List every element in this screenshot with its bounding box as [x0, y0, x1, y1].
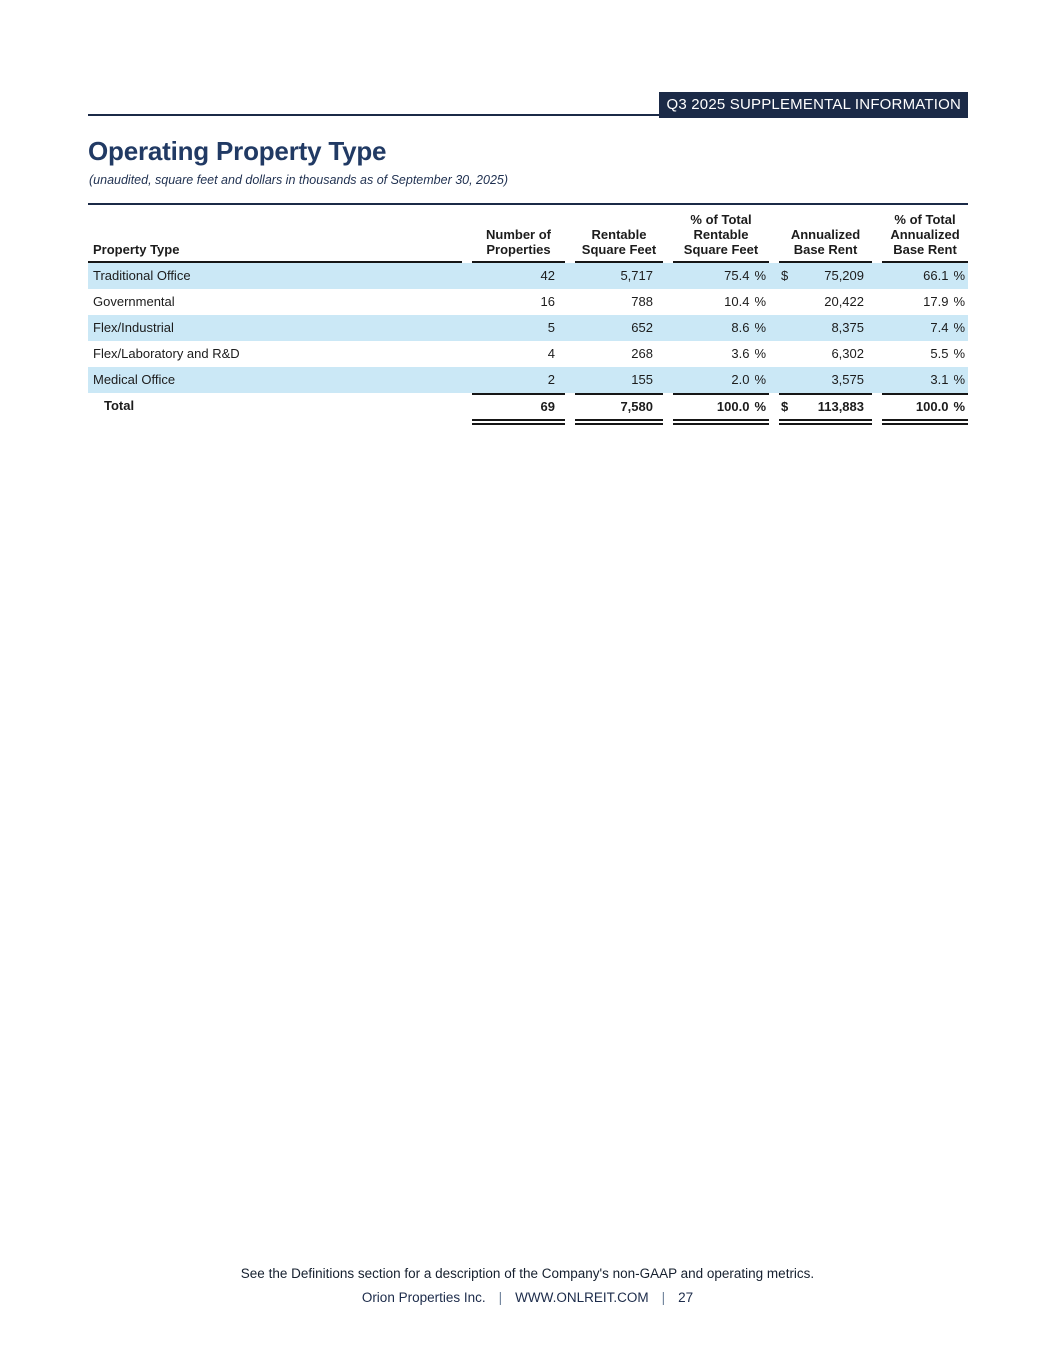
cell-number-of-properties: 69 — [472, 393, 565, 425]
table-total-row: Total 69 7,580 100.0% $113,883 100.0% — [88, 393, 968, 425]
cell-property-type: Flex/Industrial — [93, 320, 174, 335]
pct-value: 100.0 — [716, 399, 750, 414]
footer-page-number: 27 — [678, 1290, 694, 1305]
col-header-pct-total-rentable-square-feet: % of Total Rentable Square Feet — [673, 212, 769, 263]
cell-property-type: Traditional Office — [93, 268, 191, 283]
pct-value: 75.4 — [724, 268, 750, 283]
percent-sign: % — [754, 399, 766, 414]
cell-pct-annualized-base-rent: 7.4% — [882, 315, 968, 341]
abr-value: 113,883 — [817, 399, 864, 414]
pct-value: 66.1 — [923, 268, 949, 283]
cell-pct-annualized-base-rent: 17.9% — [882, 289, 968, 315]
col-header-pct-total-annualized-base-rent: % of Total Annualized Base Rent — [882, 212, 968, 263]
table-row: Governmental 16 788 10.4% 20,422 17.9% — [88, 289, 968, 315]
dollar-sign: $ — [781, 268, 789, 283]
table-header: Property Type Number of Properties Rentab… — [88, 205, 968, 263]
cell-rentable-square-feet: 652 — [631, 320, 653, 335]
percent-sign: % — [953, 320, 965, 335]
cell-annualized-base-rent: $113,883 — [779, 393, 872, 425]
percent-sign: % — [754, 294, 766, 309]
cell-rentable-square-feet: 788 — [631, 294, 653, 309]
cell-number-of-properties: 42 — [540, 268, 555, 283]
pct-value: 17.9 — [923, 294, 949, 309]
col-header-number-of-properties: Number of Properties — [472, 227, 565, 263]
cell-pct-rentable-square-feet: 75.4% — [673, 263, 769, 289]
pct-value: 3.6 — [731, 346, 750, 361]
cell-pct-rentable-square-feet: 8.6% — [673, 315, 769, 341]
cell-property-type: Governmental — [93, 294, 175, 309]
page-title: Operating Property Type — [88, 136, 387, 166]
footer-separator: | — [498, 1290, 503, 1305]
page-subtitle: (unaudited, square feet and dollars in t… — [89, 173, 509, 187]
cell-pct-rentable-square-feet: 3.6% — [673, 341, 769, 367]
abr-value: 20,422 — [824, 294, 864, 309]
col-header-property-type: Property Type — [88, 242, 462, 263]
pct-value: 10.4 — [724, 294, 750, 309]
cell-pct-annualized-base-rent: 66.1% — [882, 263, 968, 289]
col-header-rentable-square-feet: Rentable Square Feet — [575, 227, 663, 263]
cell-pct-rentable-square-feet: 2.0% — [673, 367, 769, 393]
cell-property-type: Medical Office — [93, 372, 176, 387]
cell-rentable-square-feet: 7,580 — [575, 393, 663, 425]
footer-separator: | — [661, 1290, 666, 1305]
percent-sign: % — [754, 346, 766, 361]
cell-annualized-base-rent: $75,209 — [779, 263, 872, 289]
abr-value: 75,209 — [824, 268, 864, 283]
pct-value: 8.6 — [731, 320, 750, 335]
percent-sign: % — [953, 294, 965, 309]
percent-sign: % — [754, 268, 766, 283]
percent-sign: % — [953, 268, 965, 283]
cell-property-type: Flex/Laboratory and R&D — [93, 346, 240, 361]
definitions-note: See the Definitions section for a descri… — [240, 1266, 815, 1281]
cell-pct-annualized-base-rent: 3.1% — [882, 367, 968, 393]
percent-sign: % — [953, 346, 965, 361]
cell-annualized-base-rent: 3,575 — [779, 367, 872, 393]
operating-property-type-table: Property Type Number of Properties Rentab… — [88, 203, 968, 425]
cell-rentable-square-feet: 5,717 — [620, 268, 653, 283]
table-row: Medical Office 2 155 2.0% 3,575 3.1% — [88, 367, 968, 393]
pct-value: 100.0 — [915, 399, 949, 414]
cell-total-label: Total — [104, 398, 135, 413]
table-row: Flex/Industrial 5 652 8.6% 8,375 7.4% — [88, 315, 968, 341]
cell-annualized-base-rent: 6,302 — [779, 341, 872, 367]
header-rule — [88, 114, 968, 116]
abr-value: 8,375 — [831, 320, 864, 335]
cell-annualized-base-rent: 8,375 — [779, 315, 872, 341]
cell-pct-annualized-base-rent: 100.0% — [882, 393, 968, 425]
col-header-annualized-base-rent: Annualized Base Rent — [779, 227, 872, 263]
cell-pct-rentable-square-feet: 100.0% — [673, 393, 769, 425]
dollar-sign: $ — [781, 399, 789, 414]
table-row: Traditional Office 42 5,717 75.4% $75,20… — [88, 263, 968, 289]
page-footer: Orion Properties Inc. | WWW.ONLREIT.COM | 27 — [0, 1290, 1055, 1305]
pct-value: 7.4 — [930, 320, 949, 335]
supplemental-info-banner: Q3 2025 SUPPLEMENTAL INFORMATION — [659, 92, 968, 118]
cell-pct-rentable-square-feet: 10.4% — [673, 289, 769, 315]
cell-rentable-square-feet: 268 — [631, 346, 653, 361]
percent-sign: % — [953, 399, 965, 414]
table-row: Flex/Laboratory and R&D 4 268 3.6% 6,302… — [88, 341, 968, 367]
cell-number-of-properties: 2 — [547, 372, 555, 387]
pct-value: 5.5 — [930, 346, 949, 361]
cell-number-of-properties: 16 — [540, 294, 555, 309]
abr-value: 6,302 — [831, 346, 864, 361]
cell-rentable-square-feet: 155 — [631, 372, 653, 387]
footer-website: WWW.ONLREIT.COM — [515, 1290, 649, 1305]
abr-value: 3,575 — [831, 372, 864, 387]
cell-annualized-base-rent: 20,422 — [779, 289, 872, 315]
cell-pct-annualized-base-rent: 5.5% — [882, 341, 968, 367]
percent-sign: % — [754, 372, 766, 387]
cell-number-of-properties: 5 — [547, 320, 555, 335]
pct-value: 2.0 — [731, 372, 750, 387]
pct-value: 3.1 — [930, 372, 949, 387]
percent-sign: % — [754, 320, 766, 335]
footer-company: Orion Properties Inc. — [361, 1290, 486, 1305]
percent-sign: % — [953, 372, 965, 387]
cell-number-of-properties: 4 — [547, 346, 555, 361]
